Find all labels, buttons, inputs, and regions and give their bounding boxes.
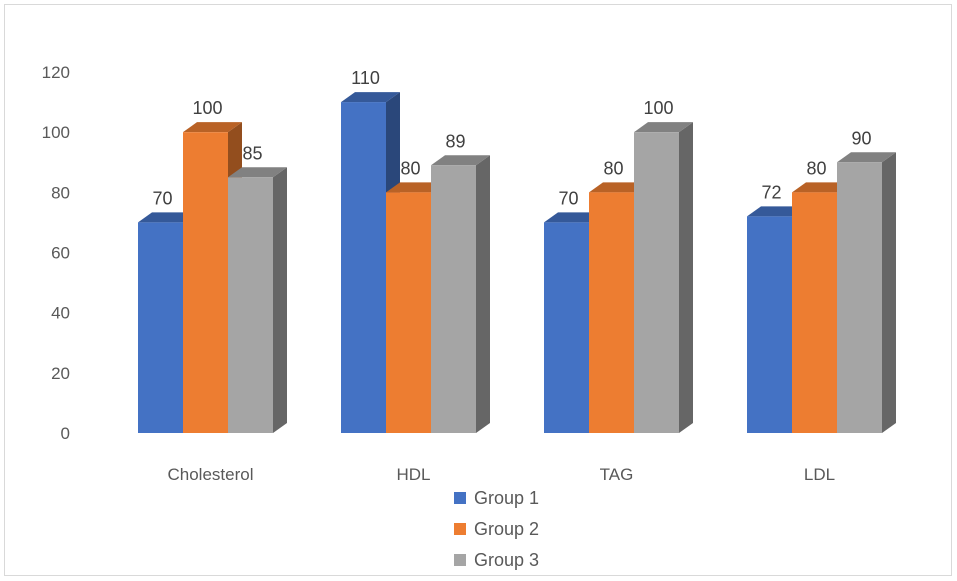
bar-side-face bbox=[679, 122, 693, 434]
bar-top-face bbox=[138, 212, 197, 223]
x-axis: Cholesterol HDL TAG LDL bbox=[168, 465, 836, 484]
data-label: 89 bbox=[445, 131, 465, 151]
bar-top-face bbox=[183, 122, 242, 133]
legend-item: Group 2 bbox=[454, 519, 539, 539]
bar-front-face bbox=[589, 192, 634, 433]
bar-front-face bbox=[837, 162, 882, 433]
data-label: 80 bbox=[400, 158, 420, 178]
legend-label: Group 2 bbox=[474, 519, 539, 539]
data-label: 70 bbox=[152, 188, 172, 208]
data-label: 70 bbox=[558, 188, 578, 208]
legend-swatch bbox=[454, 492, 466, 504]
data-labels: 70 100 85 110 80 89 70 80 100 72 80 90 bbox=[152, 68, 871, 208]
bar-cholesterol-group-3 bbox=[228, 167, 287, 433]
x-category-label: TAG bbox=[600, 465, 634, 484]
y-tick-label: 0 bbox=[61, 424, 70, 443]
y-tick-label: 100 bbox=[42, 123, 70, 142]
bar-hdl-group-3 bbox=[431, 155, 490, 433]
bar-tag-group-3 bbox=[634, 122, 693, 434]
bar-front-face bbox=[228, 177, 273, 433]
bar-front-face bbox=[792, 192, 837, 433]
legend: Group 1 Group 2 Group 3 bbox=[454, 488, 539, 570]
bar-top-face bbox=[544, 212, 603, 223]
data-label: 110 bbox=[351, 68, 380, 88]
legend-item: Group 3 bbox=[454, 550, 539, 570]
bar-side-face bbox=[476, 155, 490, 433]
legend-label: Group 1 bbox=[474, 488, 539, 508]
data-label: 100 bbox=[643, 98, 673, 118]
bar-top-face bbox=[837, 152, 896, 163]
y-tick-label: 40 bbox=[51, 304, 70, 323]
bar-top-face bbox=[431, 155, 490, 166]
data-label: 100 bbox=[192, 98, 222, 118]
bar-top-face bbox=[634, 122, 693, 133]
bar-top-face bbox=[386, 182, 445, 193]
x-category-label: Cholesterol bbox=[168, 465, 254, 484]
bar-top-face bbox=[341, 92, 400, 103]
bar-ldl-group-3 bbox=[837, 152, 896, 433]
bar-front-face bbox=[544, 222, 589, 433]
data-label: 80 bbox=[806, 158, 826, 178]
bar-front-face bbox=[747, 216, 792, 433]
legend-label: Group 3 bbox=[474, 550, 539, 570]
y-tick-label: 60 bbox=[51, 244, 70, 263]
legend-item: Group 1 bbox=[454, 488, 539, 508]
y-tick-label: 80 bbox=[51, 183, 70, 202]
bar-front-face bbox=[431, 165, 476, 433]
y-tick-label: 120 bbox=[42, 63, 70, 82]
y-axis: 0 20 40 60 80 100 120 bbox=[42, 63, 70, 443]
bar-front-face bbox=[634, 132, 679, 433]
legend-swatch bbox=[454, 523, 466, 535]
bar-side-face bbox=[882, 152, 896, 433]
x-category-label: HDL bbox=[396, 465, 430, 484]
x-category-label: LDL bbox=[804, 465, 835, 484]
bar-front-face bbox=[138, 222, 183, 433]
bar-front-face bbox=[386, 192, 431, 433]
data-label: 72 bbox=[761, 182, 781, 202]
bar-front-face bbox=[341, 102, 386, 433]
legend-swatch bbox=[454, 554, 466, 566]
data-label: 80 bbox=[603, 158, 623, 178]
data-label: 85 bbox=[242, 143, 262, 163]
bar-side-face bbox=[273, 167, 287, 433]
data-label: 90 bbox=[851, 128, 871, 148]
y-tick-label: 20 bbox=[51, 364, 70, 383]
bar-top-face bbox=[792, 182, 851, 193]
bar-front-face bbox=[183, 132, 228, 433]
bars bbox=[138, 92, 896, 434]
chart-frame bbox=[4, 4, 952, 576]
bar-top-face bbox=[589, 182, 648, 193]
bar-top-face bbox=[228, 167, 287, 178]
bar-top-face bbox=[747, 206, 806, 217]
